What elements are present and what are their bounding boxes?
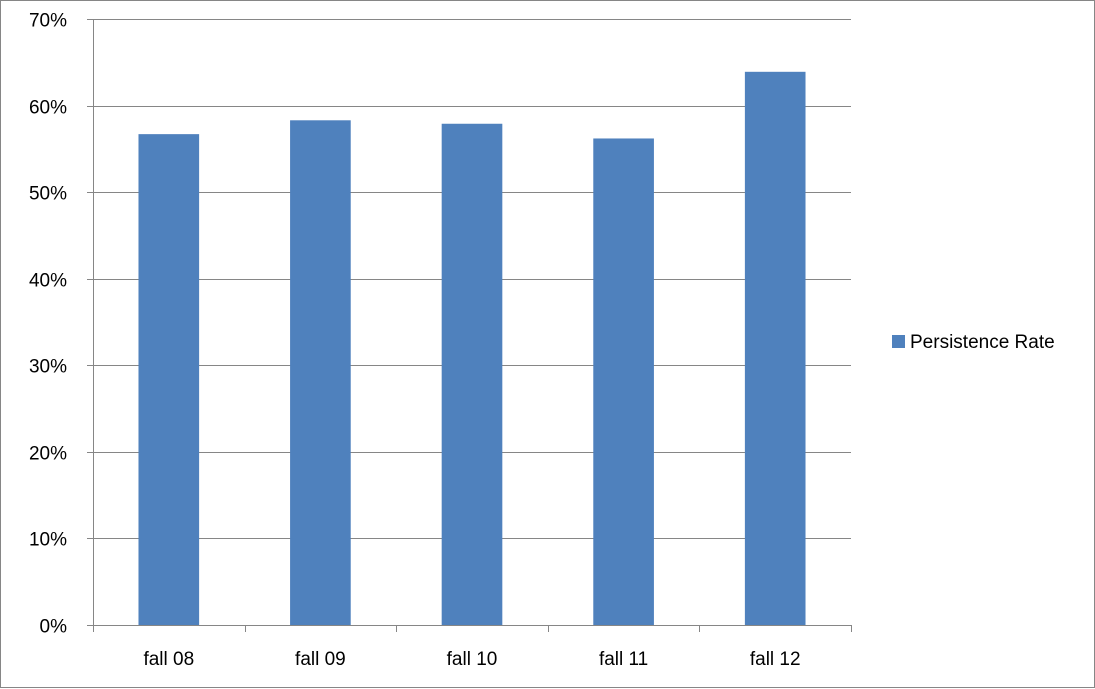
legend: Persistence Rate: [892, 332, 1055, 353]
x-tick-label: fall 12: [750, 649, 801, 670]
y-tick-label: 20%: [29, 444, 67, 465]
x-tick-labels: fall 08 fall 09 fall 10 fall 11 fall 12: [143, 649, 800, 670]
legend-swatch: [892, 335, 905, 348]
x-tick-label: fall 09: [295, 649, 346, 670]
y-tick-label: 40%: [29, 271, 67, 292]
x-tick-label: fall 11: [599, 649, 648, 670]
bars: [138, 71, 806, 625]
bar-fall-10: [441, 123, 503, 625]
y-tick-labels: 0% 10% 20% 30% 40% 50% 60% 70%: [29, 11, 67, 638]
y-tick-label: 10%: [29, 530, 67, 551]
y-tick-label: 0%: [40, 617, 68, 638]
x-tick-label: fall 08: [143, 649, 194, 670]
bar-fall-12: [744, 71, 806, 625]
y-tick-label: 30%: [29, 357, 67, 378]
bar-fall-09: [290, 120, 351, 625]
bar-fall-11: [593, 138, 654, 625]
y-tick-label: 70%: [29, 11, 67, 32]
y-tick-label: 50%: [29, 184, 67, 205]
x-tick-label: fall 10: [447, 649, 498, 670]
bar-fall-08: [138, 134, 200, 625]
y-tick-label: 60%: [29, 98, 67, 119]
legend-label: Persistence Rate: [910, 332, 1055, 353]
axes: [87, 19, 852, 632]
